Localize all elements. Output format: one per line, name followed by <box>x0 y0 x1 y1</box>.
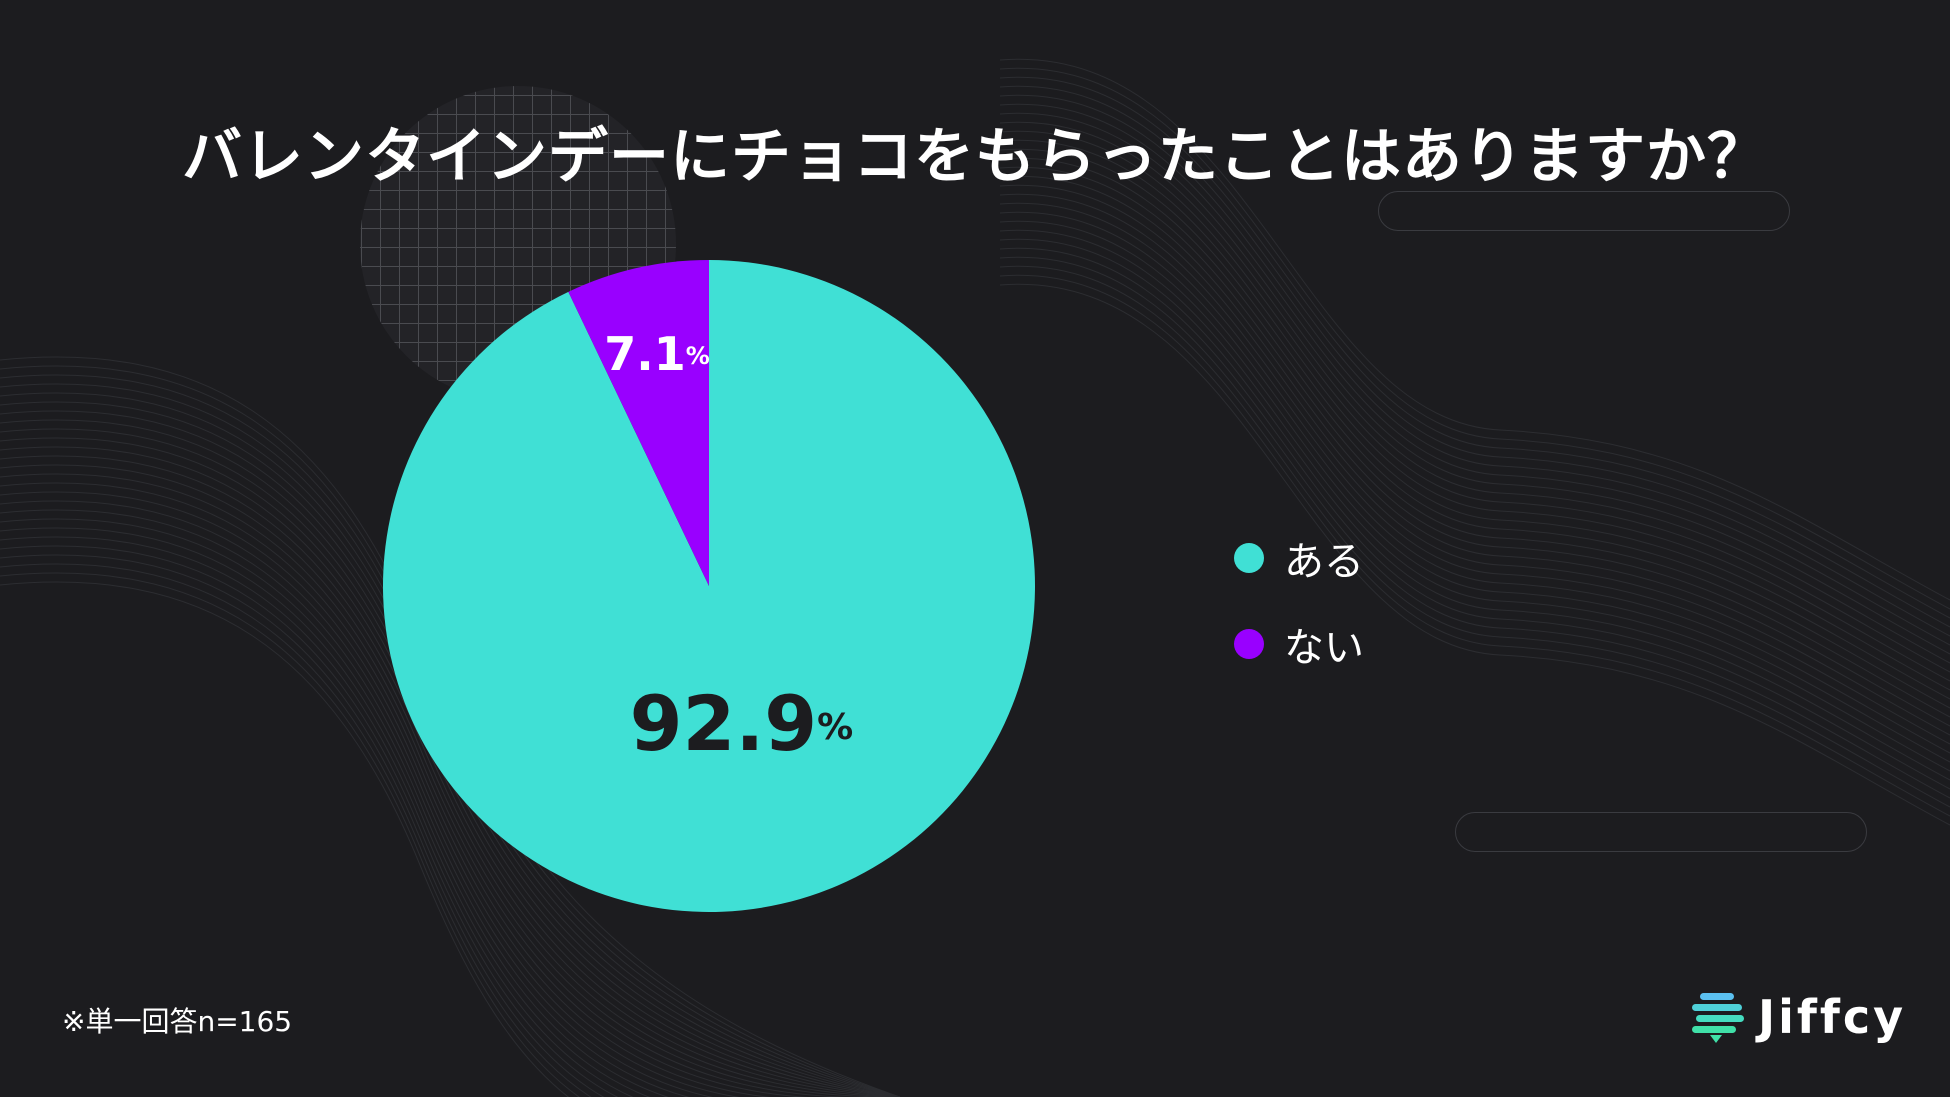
wave-line <box>0 518 900 1097</box>
data-label: 92.9% <box>630 679 854 768</box>
wave-line <box>999 76 1950 619</box>
wave-line <box>999 166 1950 709</box>
wave-line <box>0 554 900 1097</box>
wave-line <box>0 491 900 1097</box>
legend-swatch <box>1234 543 1264 573</box>
wave-line <box>999 157 1950 700</box>
brand-logo: Jiffcy <box>1690 990 1906 1044</box>
data-label: 7.1% <box>604 327 710 381</box>
wave-line <box>999 139 1950 682</box>
wave-line <box>999 184 1950 727</box>
wave-line <box>0 545 900 1097</box>
wave-line <box>999 130 1950 673</box>
wave-line <box>999 58 1950 601</box>
decorative-pill <box>1378 191 1790 231</box>
legend-label: ない <box>1284 625 1364 671</box>
legend-swatch <box>1234 629 1264 659</box>
chart-title: バレンタインデーにチョコをもらったことはありますか？ <box>182 122 1768 192</box>
legend-item: ない <box>1234 601 1364 687</box>
wave-line <box>999 256 1950 799</box>
wave-line <box>999 94 1950 637</box>
wave-line <box>999 247 1950 790</box>
wave-line <box>999 148 1950 691</box>
wave-line <box>999 175 1950 718</box>
wave-line <box>999 265 1950 808</box>
wave-line <box>999 193 1950 736</box>
wave-line <box>999 274 1950 817</box>
wave-line <box>0 473 900 1097</box>
wave-line <box>0 509 900 1097</box>
legend: ある ない <box>1234 515 1364 687</box>
wave-line <box>0 527 900 1097</box>
sample-size-footnote: ※単一回答n=165 <box>62 1005 293 1038</box>
wave-line <box>0 455 900 1097</box>
wave-line <box>0 482 900 1097</box>
wave-line <box>999 112 1950 655</box>
legend-item: ある <box>1234 515 1364 601</box>
wave-line <box>999 229 1950 772</box>
wave-line <box>999 121 1950 664</box>
wave-line <box>999 238 1950 781</box>
wave-line <box>999 103 1950 646</box>
wave-line <box>0 464 900 1097</box>
wave-line <box>999 202 1950 745</box>
wave-line <box>999 220 1950 763</box>
wave-line <box>999 283 1950 826</box>
decorative-pill <box>1455 812 1867 852</box>
pie-slice-nai <box>568 260 709 586</box>
wave-line <box>0 581 900 1097</box>
legend-label: ある <box>1284 539 1364 585</box>
wave-line <box>999 211 1950 754</box>
wave-line <box>0 563 900 1097</box>
wave-line <box>0 536 900 1097</box>
wave-line <box>0 572 900 1097</box>
wave-line <box>999 67 1950 610</box>
wave-line <box>0 500 900 1097</box>
wave-line <box>999 85 1950 628</box>
logo-icon <box>1690 991 1748 1043</box>
logo-text: Jiffcy <box>1758 990 1907 1044</box>
